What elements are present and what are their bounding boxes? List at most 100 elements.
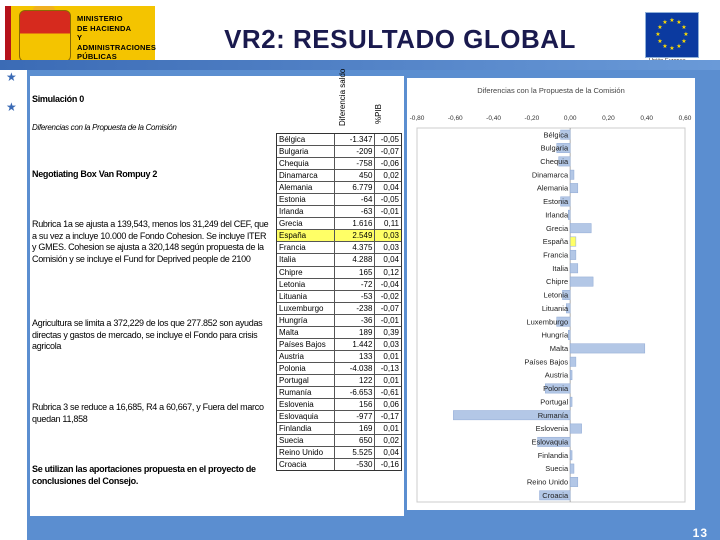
table-row: Alemania 6.779 0,04 xyxy=(277,182,401,195)
bar xyxy=(560,129,571,140)
header-band xyxy=(0,60,720,70)
category-label: Lituania xyxy=(542,304,569,313)
cell-pib: -0,13 xyxy=(380,363,399,373)
category-label: Reino Unido xyxy=(527,478,568,487)
table-row: Suecia 650 0,02 xyxy=(277,435,401,448)
svg-text:★: ★ xyxy=(676,43,681,50)
table-row: Malta 189 0,39 xyxy=(277,326,401,339)
category-label: Países Bajos xyxy=(524,357,568,366)
star-icon: ★ xyxy=(6,70,17,84)
note-agricultura: Agricultura se limita a 372,229 de los q… xyxy=(32,318,263,351)
table-row: Reino Unido 5.525 0,04 xyxy=(277,447,401,460)
cell-country: Chequia xyxy=(277,158,336,170)
cell-country: Alemania xyxy=(277,182,336,194)
category-label: España xyxy=(543,237,569,246)
cell-country: Dinamarca xyxy=(277,170,336,182)
table-row: Chequia -758 -0,06 xyxy=(277,158,401,171)
cell-diff: 1.442 xyxy=(335,338,376,350)
category-label: Bélgica xyxy=(544,130,569,139)
cell-pib: 0,04 xyxy=(383,183,399,193)
category-label: Austria xyxy=(545,371,569,380)
bar xyxy=(545,383,571,394)
cell-country: Irlanda xyxy=(277,206,336,218)
cell-country: Austria xyxy=(277,350,336,362)
table-row: Eslovaquia -977 -0,17 xyxy=(277,411,401,424)
cell-country: Hungría xyxy=(277,314,336,326)
category-label: Croacia xyxy=(542,491,569,500)
cell-pib: -0,16 xyxy=(380,460,399,470)
svg-text:★: ★ xyxy=(676,19,681,26)
cell-diff: 1.616 xyxy=(335,218,376,230)
category-label: Rumanía xyxy=(538,411,569,420)
bar xyxy=(569,223,592,234)
category-label: Chipre xyxy=(546,277,568,286)
cell-pib: 0,04 xyxy=(383,448,399,458)
cell-diff: -238 xyxy=(335,302,376,314)
cell-pib: 0,01 xyxy=(383,351,399,361)
table-row: Grecia 1.616 0,11 xyxy=(277,218,401,231)
cell-diff: -6.653 xyxy=(335,386,376,399)
cell-pib: -0,06 xyxy=(380,159,399,169)
x-tick-label: -0,60 xyxy=(448,115,463,122)
bar xyxy=(562,290,571,300)
bar xyxy=(558,156,571,167)
cell-diff: 2.549 xyxy=(335,230,376,242)
cell-diff: 650 xyxy=(335,435,376,447)
ministry-logo: MINISTERIO DE HACIENDA Y ADMINISTRACIONE… xyxy=(5,6,157,64)
cell-country: Estonia xyxy=(277,194,336,206)
note-rubrica-3: Rubrica 3 se reduce a 16,685, R4 a 60,66… xyxy=(32,402,264,424)
chart: Diferencias con la Propuesta de la Comis… xyxy=(407,78,695,510)
bar xyxy=(453,410,571,421)
cell-diff: 156 xyxy=(335,399,376,411)
cell-pib: -0,61 xyxy=(380,387,399,397)
cell-pib: -0,04 xyxy=(380,279,399,289)
col-header-diferencia: Diferencia saldo xyxy=(338,68,347,126)
x-tick-label: 0,40 xyxy=(640,115,653,122)
cell-country: Italia xyxy=(277,254,336,266)
cell-pib: -0,17 xyxy=(380,412,399,422)
cell-diff: -209 xyxy=(335,146,376,158)
table-row: Chipre 165 0,12 xyxy=(277,266,401,279)
table-row: Irlanda -63 -0,01 xyxy=(277,206,401,219)
table-row: Eslovenia 156 0,06 xyxy=(277,399,401,412)
svg-text:★: ★ xyxy=(655,31,660,38)
svg-text:★: ★ xyxy=(662,43,667,50)
cell-diff: -63 xyxy=(335,206,376,218)
bar xyxy=(556,316,571,327)
table-row: Luxemburgo -238 -0,07 xyxy=(277,302,401,315)
cell-pib: 0,02 xyxy=(383,171,399,181)
table-row: Lituania -53 -0,02 xyxy=(277,290,401,303)
cell-diff: 169 xyxy=(335,423,376,435)
x-tick-label: 0,20 xyxy=(602,115,615,122)
bar xyxy=(569,343,646,354)
table-row: Croacia -530 -0,16 xyxy=(277,459,401,471)
table-row: Portugal 122 0,01 xyxy=(277,374,401,387)
cell-pib: 0,39 xyxy=(383,327,399,337)
category-label: Finlandia xyxy=(538,451,569,460)
negotiating-box-label: Negotiating Box Van Rompuy 2 xyxy=(32,169,158,179)
eu-logo: ★★★★ ★★★★ ★★★★ Unión Europea xyxy=(641,6,713,66)
table-row: Estonia -64 -0,05 xyxy=(277,194,401,207)
cell-country: Suecia xyxy=(277,435,336,447)
x-tick-label: -0,80 xyxy=(410,115,425,122)
bar xyxy=(569,236,577,247)
cell-diff: 122 xyxy=(335,374,376,386)
bar xyxy=(569,463,575,474)
category-label: Chequia xyxy=(540,157,569,166)
table-row: Bélgica -1.347 -0,05 xyxy=(277,134,401,147)
cell-pib: 0,04 xyxy=(383,255,399,265)
cell-pib: -0,05 xyxy=(380,135,399,144)
category-label: Grecia xyxy=(546,224,569,233)
cell-pib: -0,07 xyxy=(380,147,399,157)
bar xyxy=(569,276,594,287)
cell-country: Bélgica xyxy=(277,134,336,146)
table-row: España 2.549 0,03 xyxy=(277,230,401,243)
bar xyxy=(569,450,573,461)
cell-diff: -977 xyxy=(335,411,376,423)
cell-pib: 0,06 xyxy=(383,400,399,410)
cell-country: Reino Unido xyxy=(277,447,336,459)
ministry-name: MINISTERIO DE HACIENDA Y ADMINISTRACIONE… xyxy=(77,14,157,61)
cell-country: Croacia xyxy=(277,459,336,471)
cell-country: Polonia xyxy=(277,362,336,374)
svg-text:★: ★ xyxy=(669,45,674,52)
